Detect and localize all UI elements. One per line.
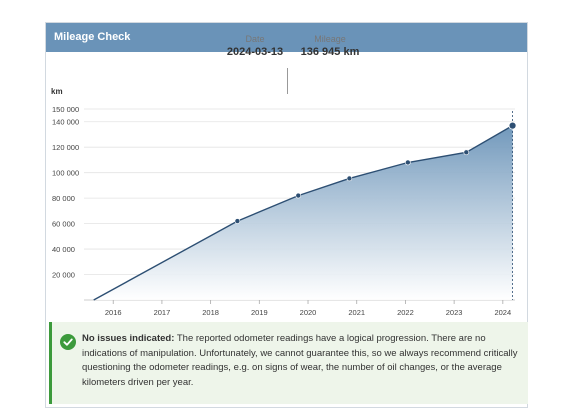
status-note: No issues indicated: The reported odomet… (49, 322, 528, 404)
mileage-area (93, 125, 513, 300)
x-tick-label: 2023 (446, 308, 463, 317)
x-tick-label: 2018 (202, 308, 219, 317)
note-headline: No issues indicated: (82, 333, 175, 344)
data-point (295, 192, 302, 199)
x-tick-label: 2022 (397, 308, 414, 317)
date-label: Date (245, 34, 265, 44)
data-points (234, 121, 517, 224)
card-title: Mileage Check (46, 23, 527, 52)
y-tick-label: 80 000 (52, 194, 75, 203)
date-value: 2024-03-13 (226, 46, 284, 58)
note-body: The reported odometer readings have a lo… (82, 333, 518, 388)
y-tick-label: 20 000 (52, 271, 75, 280)
mileage-label: Mileage (314, 34, 346, 44)
x-tick-label: 2020 (300, 308, 317, 317)
x-axis-ticks: 2016 2017 2018 2019 2020 2021 2022 2023 2024 (105, 300, 511, 317)
y-tick-label: 60 000 (52, 220, 75, 229)
x-tick-label: 2021 (348, 308, 365, 317)
y-tick-label: 40 000 (52, 245, 75, 254)
y-tick-label: 140 000 (52, 118, 79, 127)
mileage-value: 136 945 km (300, 46, 360, 58)
data-point (346, 175, 353, 182)
y-axis-label: km (51, 87, 63, 96)
y-tick-label: 150 000 (52, 105, 79, 114)
current-reading-point (508, 121, 517, 130)
data-point (463, 149, 470, 156)
summary-date: Date 2024-03-13 (220, 34, 290, 58)
summary-divider (287, 68, 288, 94)
x-tick-label: 2016 (105, 308, 122, 317)
x-tick-label: 2017 (154, 308, 171, 317)
note-text: No issues indicated: The reported odomet… (82, 332, 522, 390)
y-tick-label: 120 000 (52, 143, 79, 152)
summary: Date 2024-03-13 Mileage 136 945 km (45, 34, 528, 94)
data-point (234, 218, 241, 224)
x-tick-label: 2019 (251, 308, 268, 317)
x-tick-label: 2024 (494, 308, 511, 317)
data-point (405, 159, 411, 166)
y-tick-label: 100 000 (52, 169, 79, 178)
y-axis-ticks: 20 000 40 000 60 000 80 000 100 000 120 000 14… (52, 105, 79, 280)
check-circle-icon (60, 334, 76, 350)
mileage-chart: 20 000 40 000 60 000 80 000 100 000 120 000 14… (51, 87, 517, 317)
summary-mileage: Mileage 136 945 km (290, 34, 370, 58)
